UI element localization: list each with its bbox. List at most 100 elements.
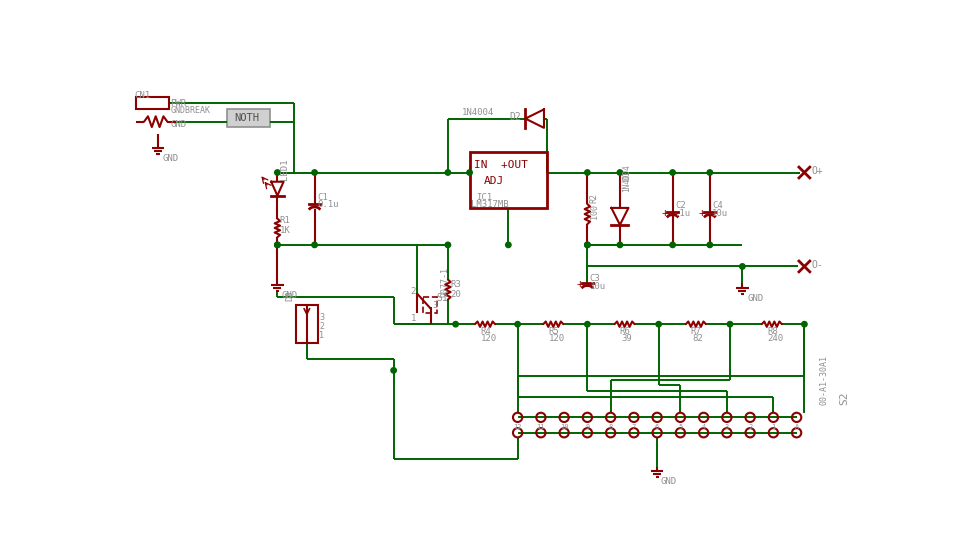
Text: 240: 240 [767, 334, 782, 343]
Text: 11: 11 [536, 424, 545, 431]
Text: GND: GND [162, 154, 179, 163]
Text: 3: 3 [724, 424, 729, 431]
Text: IN  +OUT: IN +OUT [473, 160, 528, 170]
Text: C1: C1 [317, 193, 328, 201]
Circle shape [655, 321, 661, 327]
Text: PWR: PWR [170, 99, 187, 108]
Text: ADJ: ADJ [483, 176, 504, 185]
Circle shape [445, 242, 450, 248]
Circle shape [584, 242, 590, 248]
Text: LM317MB: LM317MB [470, 200, 509, 209]
Circle shape [801, 321, 806, 327]
Text: C4: C4 [711, 201, 722, 210]
Circle shape [706, 242, 712, 248]
Circle shape [616, 170, 622, 175]
Text: S2: S2 [838, 391, 848, 405]
Text: 12: 12 [512, 424, 521, 431]
Circle shape [584, 242, 590, 248]
Text: 2: 2 [319, 322, 324, 331]
Text: R1: R1 [280, 216, 290, 225]
Bar [295, 305, 317, 343]
Text: S1: S1 [436, 294, 448, 304]
Circle shape [584, 170, 590, 175]
Text: NOTH: NOTH [235, 113, 259, 123]
Circle shape [453, 321, 458, 327]
Text: R2: R2 [589, 193, 599, 203]
Circle shape [616, 242, 622, 248]
Text: C3: C3 [589, 274, 600, 283]
Circle shape [505, 242, 511, 248]
Text: 120: 120 [548, 334, 564, 343]
Bar [469, 152, 547, 208]
Text: R8: R8 [767, 327, 778, 336]
Text: +: + [576, 279, 583, 289]
Text: GND: GND [746, 294, 763, 303]
Text: 1K: 1K [280, 226, 290, 235]
Circle shape [275, 242, 280, 248]
Circle shape [584, 321, 590, 327]
Text: A: A [794, 424, 798, 431]
Text: D2: D2 [510, 113, 521, 123]
Circle shape [739, 264, 744, 269]
Text: 1N4004: 1N4004 [622, 164, 631, 192]
Text: 9: 9 [585, 424, 589, 431]
Text: .1u: .1u [674, 209, 690, 217]
Text: 00-A1-30A1: 00-A1-30A1 [819, 355, 828, 405]
Text: GNDBREAK: GNDBREAK [170, 107, 210, 115]
Text: LED1: LED1 [280, 159, 289, 180]
Text: 10u: 10u [711, 209, 728, 217]
Text: 1N4004: 1N4004 [462, 108, 494, 117]
Text: O-: O- [811, 261, 822, 270]
Text: 7: 7 [631, 424, 636, 431]
Text: 82: 82 [692, 334, 703, 343]
Text: R7: R7 [689, 327, 700, 336]
Text: +: + [698, 208, 705, 218]
Text: +: + [661, 208, 668, 218]
Text: 3: 3 [432, 301, 437, 310]
Text: 10u: 10u [589, 282, 605, 291]
Circle shape [275, 170, 280, 175]
Text: 2: 2 [747, 424, 751, 431]
Text: 5: 5 [678, 424, 682, 431]
Circle shape [669, 242, 675, 248]
Bar [136, 97, 168, 109]
Circle shape [727, 321, 732, 327]
Circle shape [669, 170, 675, 175]
Circle shape [445, 170, 450, 175]
Text: D3: D3 [285, 290, 293, 301]
Text: 4: 4 [701, 424, 705, 431]
Text: 1: 1 [771, 424, 775, 431]
Circle shape [390, 368, 396, 373]
Text: 2: 2 [410, 287, 416, 296]
Bar [422, 297, 436, 312]
Text: 10: 10 [559, 424, 568, 431]
Text: GND: GND [660, 477, 677, 486]
Text: R3: R3 [450, 280, 461, 289]
Text: 39: 39 [621, 334, 632, 343]
Text: D1: D1 [622, 170, 631, 180]
Circle shape [706, 170, 712, 175]
Text: 3: 3 [319, 312, 324, 322]
Text: O+: O+ [811, 166, 822, 176]
Text: 1: 1 [319, 331, 324, 340]
Circle shape [514, 321, 519, 327]
Text: 100: 100 [589, 204, 599, 219]
Bar [227, 109, 269, 127]
Text: 6: 6 [654, 424, 658, 431]
Text: GND: GND [170, 120, 187, 129]
Circle shape [312, 242, 317, 248]
Text: CN1: CN1 [134, 91, 150, 100]
Circle shape [275, 242, 280, 248]
Text: 20: 20 [450, 290, 461, 299]
Text: 8: 8 [608, 424, 612, 431]
Text: C2: C2 [674, 201, 685, 210]
Circle shape [312, 170, 317, 175]
Text: 9077-1: 9077-1 [440, 267, 449, 297]
Text: R5: R5 [548, 327, 558, 336]
Text: GND: GND [281, 291, 297, 300]
Circle shape [467, 170, 471, 175]
Text: 0.1u: 0.1u [317, 200, 338, 209]
Text: IC1: IC1 [475, 193, 491, 201]
Text: 120: 120 [480, 334, 496, 343]
Text: R6: R6 [618, 327, 629, 336]
